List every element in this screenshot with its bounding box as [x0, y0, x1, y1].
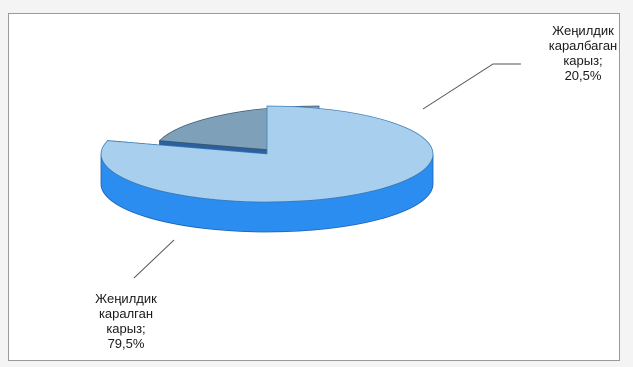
slice-label-line: Жеңилдик [95, 291, 157, 306]
slice-percent: 79,5% [107, 336, 145, 351]
slice-label-line: каралган [98, 306, 154, 321]
chart-frame: Жеңилдик каралбаган карыз; 20,5% Жеңилди… [8, 13, 620, 361]
slice-label-line: карыз; [106, 321, 146, 336]
slice-label-line: Жеңилдик [552, 23, 614, 38]
slice-label-unrelieved-debt: Жеңилдик каралбаган карыз; 20,5% [528, 23, 633, 83]
slice-label-relieved-debt: Жеңилдик каралган карыз; 79,5% [71, 291, 181, 351]
leader-line-major [133, 239, 175, 279]
leader-line-minor [422, 63, 521, 110]
pie-chart [100, 63, 521, 279]
slice-label-line: каралбаган [548, 38, 618, 53]
slice-label-line: карыз; [563, 53, 603, 68]
slice-top-major [100, 105, 434, 203]
slice-percent: 20,5% [564, 68, 602, 83]
